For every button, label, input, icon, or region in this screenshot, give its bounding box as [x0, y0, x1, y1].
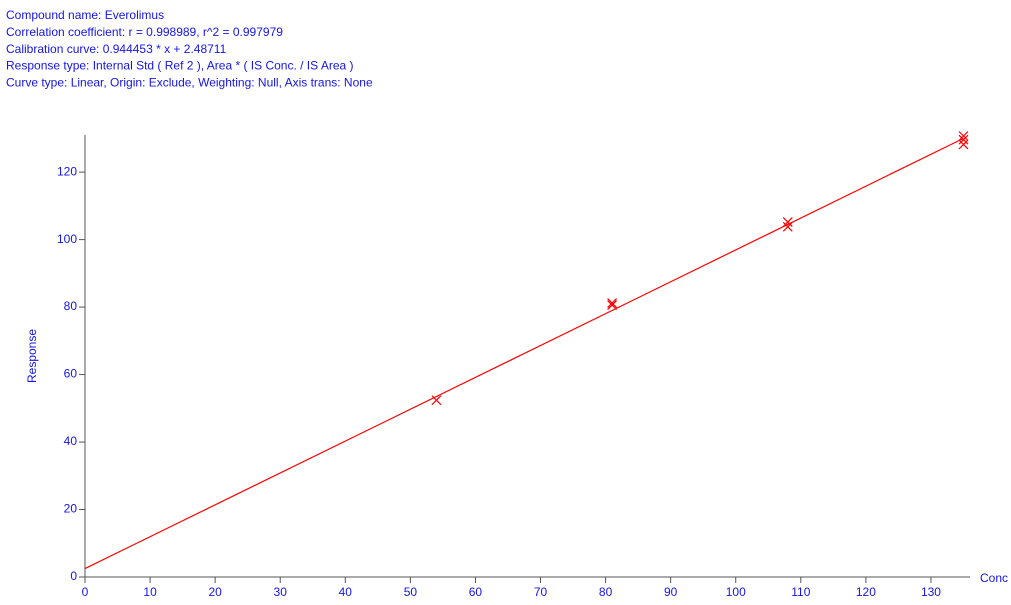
x-tick-label: 0: [82, 585, 89, 599]
y-tick-label: 20: [64, 502, 78, 516]
x-tick-label: 40: [339, 585, 353, 599]
data-point: [958, 139, 969, 150]
x-tick-label: 80: [599, 585, 613, 599]
data-point: [782, 221, 793, 232]
header-line: Response type: Internal Std ( Ref 2 ), A…: [6, 59, 354, 73]
x-tick-label: 10: [143, 585, 157, 599]
y-axis-label: Response: [25, 329, 39, 383]
data-point: [431, 395, 442, 406]
y-tick-label: 80: [64, 299, 78, 313]
x-tick-label: 90: [664, 585, 678, 599]
y-tick-label: 120: [57, 164, 77, 178]
header-line: Correlation coefficient: r = 0.998989, r…: [6, 25, 283, 39]
x-axis-label: Conc: [980, 571, 1008, 585]
x-tick-label: 60: [469, 585, 483, 599]
x-tick-label: 130: [921, 585, 941, 599]
data-point: [607, 298, 618, 308]
x-tick-label: 70: [534, 585, 548, 599]
data-point: [607, 300, 618, 310]
x-tick-label: 120: [856, 585, 876, 599]
data-point: [958, 131, 969, 141]
y-tick-label: 60: [64, 367, 78, 381]
header-line: Calibration curve: 0.944453 * x + 2.4871…: [6, 42, 227, 56]
fit-line: [84, 137, 964, 570]
data-point: [958, 134, 969, 145]
header-line: Compound name: Everolimus: [6, 8, 164, 22]
y-tick-label: 0: [70, 569, 77, 583]
y-tick-label: 40: [64, 434, 78, 448]
x-tick-label: 50: [404, 585, 418, 599]
header-line: Curve type: Linear, Origin: Exclude, Wei…: [6, 75, 373, 89]
x-tick-label: 100: [726, 585, 746, 599]
x-tick-label: 20: [208, 585, 222, 599]
y-tick-label: 100: [57, 232, 77, 246]
data-point: [782, 217, 793, 227]
x-tick-label: 110: [791, 585, 810, 599]
x-tick-label: 30: [274, 585, 288, 599]
